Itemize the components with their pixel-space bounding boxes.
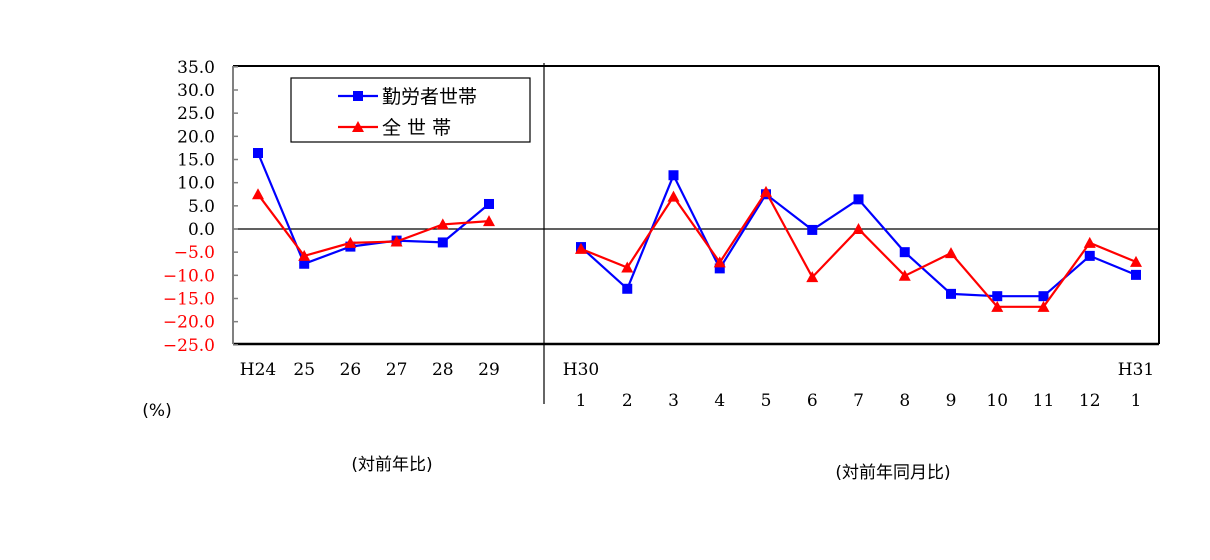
- triangle-marker-icon: [760, 185, 772, 197]
- y-tick-label: −5.0: [174, 243, 215, 263]
- series-line: [257, 193, 490, 258]
- square-marker-icon: [299, 258, 310, 269]
- triangle-marker-icon: [713, 256, 726, 268]
- triangle-marker-icon: [344, 236, 357, 248]
- x-tick-label: 11: [1033, 391, 1055, 411]
- square-marker-icon: [437, 237, 448, 248]
- legend-box: [290, 77, 531, 143]
- x-tick-label: 4: [714, 391, 725, 411]
- x-tick-label: 27: [386, 360, 408, 380]
- y-tick-label: 0.0: [188, 220, 215, 240]
- square-marker-icon: [1038, 291, 1049, 302]
- x-tick-label: 12: [1079, 391, 1101, 411]
- legend-label: 勤労者世帯: [382, 86, 477, 108]
- square-marker-icon: [992, 291, 1003, 302]
- triangle-marker-icon: [483, 215, 495, 227]
- square-marker-icon: [899, 247, 910, 258]
- triangle-marker-icon: [991, 300, 1004, 312]
- series-lines: [252, 148, 1142, 312]
- triangle-marker-icon: [621, 261, 634, 273]
- y-axis: 35.0 30.0 25.0 20.0 15.0 10.0 5.0 0.0 −5.0 −10.0 −…: [163, 58, 238, 356]
- triangle-marker-icon: [575, 242, 587, 254]
- x-tick-label: H24: [240, 360, 276, 380]
- x-tick-label: 8: [899, 391, 910, 411]
- square-marker-icon: [714, 263, 725, 274]
- x-tick-label: 10: [986, 391, 1008, 411]
- square-marker-icon: [353, 91, 363, 101]
- y-tick-label: 15.0: [177, 151, 215, 171]
- x-tick-label: 28: [432, 360, 454, 380]
- x-tick-label: 1: [576, 391, 587, 411]
- x-tick-label: 1: [1131, 391, 1142, 411]
- y-tick-label: 25.0: [177, 104, 215, 124]
- x-tick-label: 7: [853, 391, 864, 411]
- y-axis-unit-label: (%): [142, 401, 171, 421]
- x-tick-label: 25: [293, 360, 315, 380]
- x-tick-label: 26: [340, 360, 362, 380]
- square-marker-icon: [1084, 250, 1095, 261]
- triangle-marker-icon: [852, 223, 865, 234]
- y-tick-label: 10.0: [177, 174, 215, 194]
- x-year-label: H30: [563, 360, 599, 380]
- triangle-marker-icon: [1130, 255, 1142, 267]
- square-marker-icon: [484, 198, 494, 209]
- triangle-marker-icon: [436, 218, 449, 230]
- triangle-marker-icon: [806, 271, 819, 283]
- square-marker-icon: [807, 224, 818, 235]
- x-tick-label: 6: [807, 391, 818, 411]
- y-tick-label: 5.0: [188, 197, 215, 217]
- y-tick-label: −15.0: [163, 290, 215, 310]
- y-tick-label: 35.0: [177, 58, 215, 78]
- triangle-marker-icon: [1083, 236, 1096, 248]
- triangle-marker-icon: [352, 121, 364, 132]
- y-tick-label: 20.0: [177, 127, 215, 147]
- y-tick-label: −25.0: [163, 336, 215, 356]
- triangle-marker-icon: [298, 249, 311, 261]
- square-marker-icon: [853, 194, 864, 205]
- series-line: [256, 152, 490, 266]
- x-tick-label: 5: [761, 391, 772, 411]
- x-tick-label: 29: [478, 360, 500, 380]
- square-marker-icon: [1131, 269, 1141, 280]
- x-year-label: H31: [1118, 360, 1154, 380]
- y-tick-label: 30.0: [177, 81, 215, 101]
- triangle-marker-icon: [390, 235, 403, 247]
- x-tick-label: 2: [622, 391, 633, 411]
- triangle-marker-icon: [945, 247, 957, 259]
- square-marker-icon: [668, 170, 679, 181]
- triangle-marker-icon: [667, 190, 680, 202]
- triangle-marker-icon: [898, 269, 911, 281]
- legend-label: 全 世 帯: [382, 117, 451, 139]
- square-marker-icon: [253, 148, 263, 159]
- square-marker-icon: [946, 288, 956, 299]
- series-line: [580, 172, 1137, 298]
- triangle-marker-icon: [252, 188, 264, 200]
- annual-caption: (対前年比): [351, 455, 432, 475]
- y-tick-label: −20.0: [163, 313, 215, 333]
- triangle-marker-icon: [1037, 300, 1050, 312]
- monthly-caption: (対前年同月比): [835, 463, 950, 483]
- square-marker-icon: [622, 283, 633, 294]
- x-tick-label: 3: [668, 391, 679, 411]
- x-tick-label: 9: [946, 391, 957, 411]
- y-tick-label: −10.0: [163, 266, 215, 286]
